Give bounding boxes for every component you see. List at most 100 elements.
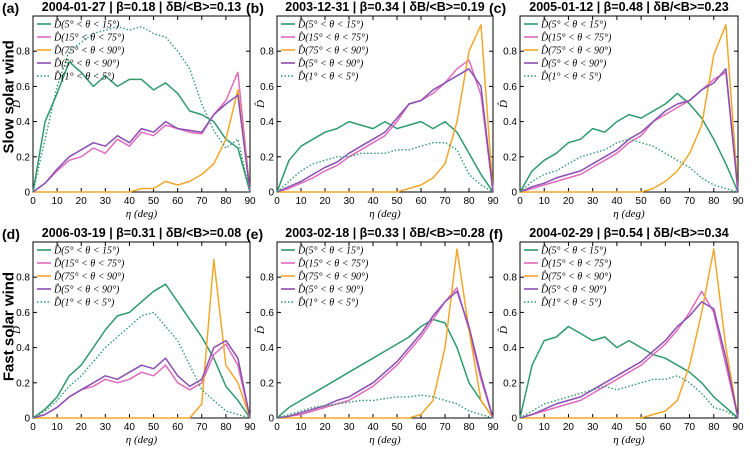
legend-entry: D̂(1° < θ < 5°)	[540, 70, 602, 83]
x-tick-label: 0	[517, 422, 523, 433]
x-tick-label: 80	[708, 196, 720, 207]
panel-letter: (c)	[489, 0, 506, 16]
legend-entry: D̂(5° < θ < 90°)	[53, 57, 120, 70]
series-line-5	[519, 138, 739, 193]
x-tick-label: 40	[367, 422, 379, 433]
y-tick-label: 0.8	[503, 273, 517, 284]
x-tick-label: 60	[660, 196, 672, 207]
series-line-3	[520, 248, 739, 419]
panel-title: 2003-12-31 | β=0.34 | δB/<B>=0.19	[285, 0, 484, 14]
y-tick-label: 0.4	[503, 343, 517, 354]
series-line-5	[276, 394, 494, 419]
x-tick-label: 60	[415, 196, 427, 207]
series-line-5	[32, 25, 251, 193]
panel-c: 2005-01-12 | β=0.48 | δB/<B>=0.23 0 10 20 30…	[489, 0, 744, 220]
legend: D̂(5° < θ < 15°)D̂(15° < θ < 75°)D̂(75° …	[524, 18, 612, 83]
legend-entry: D̂(5° < θ < 15°)	[297, 244, 364, 257]
panel-letter: (e)	[246, 226, 263, 242]
legend-entry: D̂(15° < θ < 75°)	[540, 257, 612, 270]
legend: D̂(5° < θ < 15°)D̂(15° < θ < 75°)D̂(75° …	[37, 18, 125, 83]
x-tick-label: 90	[487, 196, 499, 207]
series-line-5	[276, 141, 494, 193]
row-label-fast: Fast solar wind	[0, 271, 18, 382]
x-tick-label: 10	[295, 422, 307, 433]
x-tick-label: 70	[196, 422, 208, 433]
legend-entry: D̂(15° < θ < 75°)	[297, 31, 369, 44]
y-tick-label: 0.6	[260, 308, 274, 319]
panel-b: 2003-12-31 | β=0.34 | δB/<B>=0.19 0 10 20 30…	[246, 0, 499, 220]
series-line-2	[32, 71, 251, 193]
panel-d: 2006-03-19 | β=0.31 | δB/<B>=0.08 0 10 20 30…	[2, 226, 256, 446]
series-line-1	[519, 92, 739, 193]
legend-entry: D̂(15° < θ < 75°)	[297, 257, 369, 270]
x-tick-label: 80	[708, 422, 720, 433]
legend: D̂(5° < θ < 15°)D̂(15° < θ < 75°)D̂(75° …	[281, 244, 369, 309]
series-line-1	[32, 61, 251, 193]
axes-frame	[32, 15, 251, 193]
x-tick-label: 40	[124, 196, 136, 207]
panel-a: 2004-01-27 | β=0.18 | δB/<B>=0.13 0 10 20 30…	[2, 0, 256, 220]
series-line-4	[32, 339, 251, 419]
x-tick-label: 60	[415, 422, 427, 433]
legend-entry: D̂(1° < θ < 5°)	[297, 296, 359, 309]
legend-entry: D̂(15° < θ < 75°)	[53, 257, 125, 270]
x-tick-label: 70	[684, 422, 696, 433]
series-line-5	[519, 375, 739, 419]
x-axis-label: η (deg)	[126, 208, 158, 220]
x-tick-label: 40	[367, 196, 379, 207]
y-tick-label: 0.2	[260, 378, 274, 389]
legend-entry: D̂(5° < θ < 15°)	[540, 244, 607, 257]
x-tick-label: 0	[517, 196, 523, 207]
x-tick-label: 90	[244, 196, 256, 207]
y-tick-label: 0.2	[16, 152, 30, 163]
legend-entry: D̂(1° < θ < 5°)	[53, 70, 115, 83]
y-tick-label: 0	[24, 188, 30, 199]
y-axis-label: D̂	[497, 100, 510, 109]
x-tick-label: 30	[343, 196, 355, 207]
x-tick-label: 10	[539, 422, 551, 433]
series-line-3	[277, 248, 494, 419]
series-line-4	[276, 290, 494, 419]
x-tick-label: 50	[148, 422, 160, 433]
y-tick-label: 0.2	[503, 152, 517, 163]
y-tick-label: 0.8	[260, 273, 274, 284]
series-line-4	[519, 68, 739, 193]
panel-title: 2005-01-12 | β=0.48 | δB/<B>=0.23	[529, 0, 728, 14]
x-tick-label: 40	[611, 196, 623, 207]
x-tick-label: 60	[172, 196, 184, 207]
x-axis-label: η (deg)	[369, 208, 401, 220]
panel-title: 2004-02-29 | β=0.54 | δB/<B>=0.34	[529, 226, 728, 240]
y-tick-label: 0.8	[260, 47, 274, 58]
x-tick-label: 20	[563, 196, 575, 207]
y-tick-label: 0	[511, 188, 517, 199]
x-tick-label: 90	[732, 196, 744, 207]
x-tick-label: 50	[636, 422, 648, 433]
series-line-1	[276, 120, 494, 193]
legend-entry: D̂(1° < θ < 5°)	[540, 296, 602, 309]
x-tick-label: 50	[391, 422, 403, 433]
x-tick-label: 90	[244, 422, 256, 433]
y-tick-label: 0	[24, 414, 30, 425]
x-tick-label: 20	[76, 196, 88, 207]
y-tick-label: 0.8	[16, 273, 30, 284]
x-tick-label: 70	[439, 422, 451, 433]
x-tick-label: 40	[611, 422, 623, 433]
x-tick-label: 0	[30, 422, 36, 433]
legend-entry: D̂(75° < θ < 90°)	[540, 270, 612, 283]
x-tick-label: 90	[487, 422, 499, 433]
y-tick-label: 0.6	[16, 308, 30, 319]
y-tick-label: 0.4	[16, 343, 30, 354]
series-line-4	[519, 301, 739, 419]
panel-letter: (d)	[2, 226, 20, 242]
series-line-2	[276, 287, 494, 419]
x-tick-label: 10	[52, 196, 64, 207]
y-tick-label: 0.4	[16, 117, 30, 128]
x-tick-label: 70	[439, 196, 451, 207]
series-line-5	[32, 311, 251, 419]
x-tick-label: 20	[319, 422, 331, 433]
series-line-1	[276, 318, 494, 419]
y-tick-label: 0.8	[503, 47, 517, 58]
x-axis-label: η (deg)	[613, 434, 645, 446]
series-line-3	[33, 89, 251, 193]
x-tick-label: 50	[148, 196, 160, 207]
